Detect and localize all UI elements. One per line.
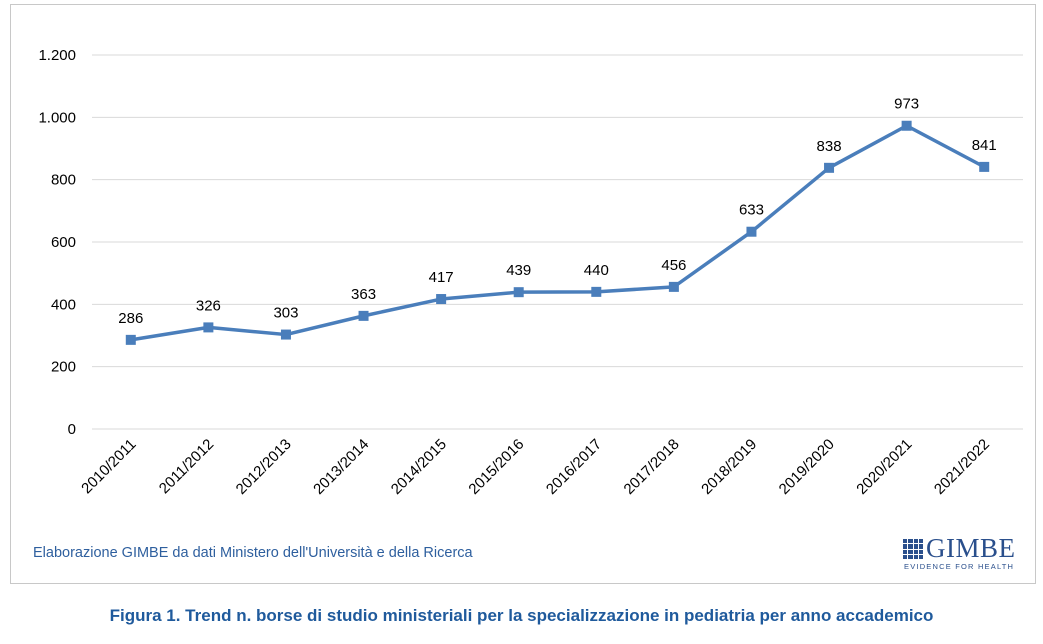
data-label: 363 xyxy=(351,286,376,303)
data-label: 326 xyxy=(196,297,221,314)
data-label: 973 xyxy=(894,96,919,113)
data-point xyxy=(280,329,291,340)
data-point xyxy=(668,281,679,292)
data-label: 439 xyxy=(506,262,531,279)
data-label: 417 xyxy=(429,269,454,286)
y-tick-label: 0 xyxy=(68,421,76,438)
x-tick-label: 2010/2011 xyxy=(78,436,139,497)
x-tick-label: 2015/2016 xyxy=(465,436,527,498)
gimbe-logo-mark-icon xyxy=(903,539,923,559)
y-tick-label: 800 xyxy=(51,172,76,189)
x-tick-label: 2012/2013 xyxy=(233,436,295,498)
data-label: 303 xyxy=(273,305,298,322)
x-tick-label: 2018/2019 xyxy=(698,436,760,498)
series-line xyxy=(130,123,986,342)
y-tick-label: 1.000 xyxy=(38,109,76,126)
source-note: Elaborazione GIMBE da dati Ministero del… xyxy=(33,545,473,561)
x-tick-label: 2020/2021 xyxy=(853,436,915,498)
line-chart: 0 200 400 600 800 1.000 1.200 2010/2011 2011/20… xyxy=(38,47,1023,498)
data-point xyxy=(203,322,214,333)
y-tick-label: 600 xyxy=(51,234,76,251)
data-point xyxy=(591,286,602,297)
data-label: 633 xyxy=(739,202,764,219)
gimbe-logo: GIMBE EVIDENCE FOR HEALTH xyxy=(903,533,1021,572)
data-label: 838 xyxy=(817,138,842,155)
y-tick-label: 200 xyxy=(51,359,76,376)
data-point xyxy=(979,161,990,172)
data-label: 456 xyxy=(661,257,686,274)
x-tick-label: 2019/2020 xyxy=(776,436,838,498)
y-tick-label: 1.200 xyxy=(38,47,76,64)
gridlines xyxy=(92,54,1023,430)
figure-caption: Figura 1. Trend n. borse di studio minis… xyxy=(109,606,934,625)
data-point xyxy=(125,334,136,345)
data-label: 286 xyxy=(118,310,143,327)
x-tick-label: 2014/2015 xyxy=(388,436,450,498)
data-point xyxy=(901,120,912,131)
logo-tagline: EVIDENCE FOR HEALTH xyxy=(904,562,1015,571)
x-axis-ticks: 2010/2011 2011/2012 2012/2013 2013/2014 2014… xyxy=(78,436,993,498)
series-markers xyxy=(125,120,990,345)
logo-name: GIMBE xyxy=(926,533,1016,563)
x-tick-label: 2017/2018 xyxy=(621,436,683,498)
data-label: 841 xyxy=(972,137,997,154)
y-axis-ticks: 0 200 400 600 800 1.000 1.200 xyxy=(38,47,76,438)
data-label: 440 xyxy=(584,262,609,279)
x-tick-label: 2013/2014 xyxy=(310,436,372,498)
data-point xyxy=(824,162,835,173)
data-point xyxy=(513,287,524,298)
data-labels: 286 326 303 363 417 439 440 456 633 838 973 841 xyxy=(118,96,996,327)
x-tick-label: 2016/2017 xyxy=(543,436,605,498)
x-tick-label: 2011/2012 xyxy=(156,436,217,497)
x-tick-label: 2021/2022 xyxy=(931,436,993,498)
data-point xyxy=(746,226,757,237)
y-tick-label: 400 xyxy=(51,296,76,313)
series-line-path xyxy=(130,123,986,342)
data-point xyxy=(358,310,369,321)
data-point xyxy=(436,294,447,305)
